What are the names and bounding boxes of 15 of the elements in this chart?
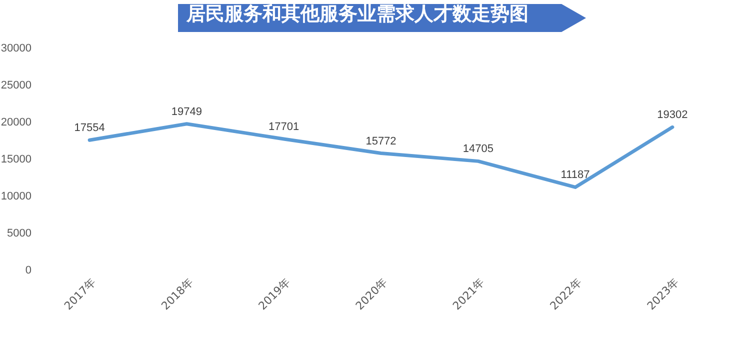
y-tick-label: 15000: [0, 154, 32, 166]
data-label: 15772: [366, 135, 396, 148]
data-label: 19302: [657, 109, 688, 122]
data-label: 14705: [462, 143, 494, 156]
y-tick-label: 20000: [0, 116, 32, 128]
y-tick-label: 0: [25, 264, 32, 276]
data-label: 19749: [171, 106, 202, 118]
y-tick-label: 5000: [7, 228, 32, 240]
y-tick-label: 30000: [0, 42, 32, 54]
data-label: 17554: [74, 122, 105, 134]
y-tick-label: 10000: [0, 190, 32, 202]
y-tick-label: 25000: [0, 80, 32, 92]
data-label: 17701: [268, 121, 300, 134]
chart-title: 居民服务和其他服务业需求人才数走势图: [185, 3, 528, 25]
data-label: 11187: [560, 169, 590, 182]
